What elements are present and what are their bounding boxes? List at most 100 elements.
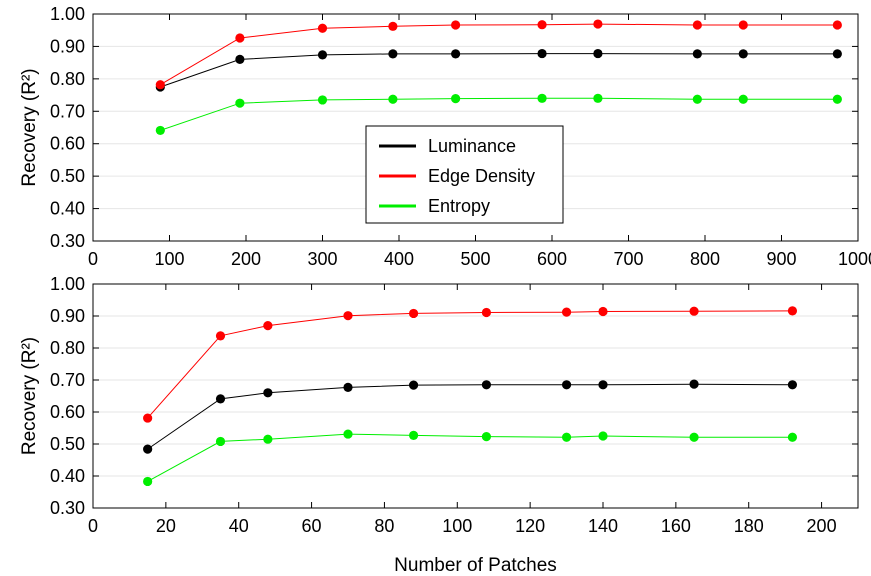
data-point-entropy: [598, 431, 608, 441]
y-axis-title: Recovery (R²): [19, 68, 40, 186]
x-tick-label: 40: [229, 516, 249, 536]
legend: Luminance Edge Density Entropy: [365, 125, 564, 224]
data-point-entropy: [408, 430, 419, 440]
x-tick-label: 120: [515, 516, 545, 536]
data-point-entropy: [235, 98, 245, 108]
data-point-luminance: [388, 49, 398, 59]
data-point-luminance: [692, 49, 702, 59]
data-point-edge-density: [215, 331, 226, 341]
x-tick-label: 100: [442, 516, 472, 536]
data-point-edge-density: [143, 413, 153, 423]
y-tick-label: 0.30: [50, 231, 85, 251]
data-point-edge-density: [598, 306, 608, 317]
legend-label: Edge Density: [428, 166, 535, 186]
data-point-edge-density: [692, 20, 702, 30]
x-tick-label: 180: [734, 516, 764, 536]
y-tick-label: 0.40: [50, 199, 85, 219]
data-point-edge-density: [561, 307, 572, 317]
y-tick-label: 0.90: [50, 36, 85, 56]
y-tick-label: 1.00: [50, 4, 85, 24]
x-tick-label: 0: [88, 249, 98, 269]
x-tick-label: 300: [307, 249, 337, 269]
y-tick-label: 0.40: [50, 466, 85, 486]
y-tick-label: 0.70: [50, 370, 85, 390]
x-tick-label: 20: [156, 516, 176, 536]
legend-label: Luminance: [428, 136, 516, 156]
data-point-entropy: [451, 94, 461, 104]
x-tick-label: 400: [384, 249, 414, 269]
data-point-edge-density: [832, 20, 842, 30]
data-point-luminance: [215, 394, 226, 404]
series-line-edge-density: [147, 310, 793, 419]
series-line-luminance: [147, 383, 793, 450]
data-point-entropy: [317, 95, 328, 105]
data-point-edge-density: [155, 80, 165, 90]
data-point-luminance: [787, 380, 798, 390]
data-point-edge-density: [317, 23, 328, 33]
data-point-entropy: [263, 434, 273, 444]
x-tick-label: 0: [88, 516, 98, 536]
x-tick-label: 700: [613, 249, 643, 269]
data-point-luminance: [263, 388, 273, 398]
data-point-entropy: [689, 432, 699, 442]
data-point-luminance: [408, 380, 419, 390]
x-tick-label: 900: [766, 249, 796, 269]
data-point-entropy: [561, 432, 572, 442]
data-point-entropy: [738, 94, 748, 104]
data-point-edge-density: [235, 33, 245, 43]
x-tick-label: 160: [661, 516, 691, 536]
y-tick-label: 0.50: [50, 166, 85, 186]
y-tick-label: 0.80: [50, 338, 85, 358]
data-point-luminance: [451, 49, 461, 59]
plot-frame: [92, 283, 859, 509]
data-point-entropy: [155, 125, 165, 136]
x-tick-label: 60: [302, 516, 322, 536]
data-point-luminance: [481, 380, 492, 390]
y-tick-label: 0.50: [50, 434, 85, 454]
data-point-luminance: [738, 49, 748, 59]
y-axis-title: Recovery (R²): [19, 337, 40, 455]
data-point-entropy: [593, 93, 603, 103]
bottom-chart: 0.30 0.40 0.50 0.60 0.70 0.80 0.90 1.00 0 20 40 60 8…: [19, 274, 859, 576]
series-line-entropy: [160, 97, 838, 131]
y-tick-label: 0.60: [50, 134, 85, 154]
data-point-luminance: [537, 48, 547, 59]
data-point-edge-density: [481, 307, 492, 318]
data-point-edge-density: [451, 20, 461, 30]
data-point-edge-density: [593, 19, 603, 29]
x-tick-label: 200: [231, 249, 261, 269]
data-point-edge-density: [787, 306, 798, 316]
data-point-entropy: [143, 476, 153, 487]
y-tick-label: 0.90: [50, 306, 85, 326]
data-point-luminance: [561, 380, 572, 390]
y-tick-label: 0.80: [50, 69, 85, 89]
data-point-entropy: [481, 432, 492, 442]
data-point-edge-density: [343, 311, 353, 321]
x-tick-label: 140: [588, 516, 618, 536]
x-tick-label: 1000: [838, 249, 871, 269]
data-point-edge-density: [537, 20, 547, 30]
y-tick-label: 0.60: [50, 402, 85, 422]
data-point-luminance: [343, 382, 353, 392]
data-point-entropy: [787, 432, 798, 442]
y-tick-label: 0.30: [50, 498, 85, 518]
data-point-luminance: [832, 49, 842, 59]
data-point-luminance: [689, 379, 699, 389]
data-point-entropy: [343, 429, 353, 439]
y-tick-label: 1.00: [50, 274, 85, 294]
x-tick-label: 600: [537, 249, 567, 269]
data-point-edge-density: [388, 21, 398, 31]
data-point-entropy: [692, 94, 702, 104]
plot-frame: [92, 13, 859, 242]
legend-label: Entropy: [428, 196, 490, 216]
x-tick-label: 800: [690, 249, 720, 269]
data-point-luminance: [317, 50, 328, 60]
data-point-edge-density: [408, 308, 419, 319]
data-point-entropy: [832, 94, 842, 104]
data-point-entropy: [215, 436, 226, 447]
data-point-edge-density: [689, 306, 699, 316]
data-point-edge-density: [738, 20, 748, 30]
data-point-edge-density: [263, 321, 273, 331]
x-tick-label: 100: [154, 249, 184, 269]
